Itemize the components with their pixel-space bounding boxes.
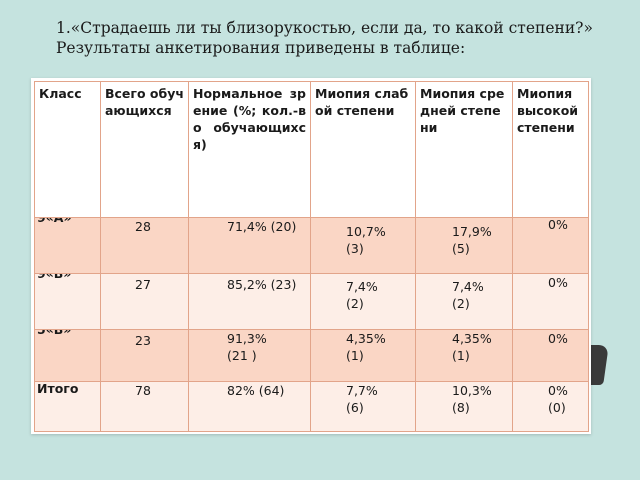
header-cell-class: Класс [34,81,101,218]
table-row: 5«В» 23 91,3% (21 ) 4,35% (1) 4,35% (1) … [34,329,589,382]
total-cell: 27 [100,273,189,330]
medium-cell: 7,4% (2) [415,273,513,330]
total-cell: 28 [100,217,189,274]
total-cell: 23 [100,329,189,382]
weak-cell: 10,7% (3) [310,217,416,274]
header-row: Класс Всего обучающихся Нормальное зрени… [34,81,589,218]
high-cell: 0% (0) [512,381,589,432]
table-row: Итого 78 82% (64) 7,7% (6) 10,3% (8) 0% … [34,381,589,432]
medium-cell: 4,35% (1) [415,329,513,382]
normal-cell: 82% (64) [188,381,311,432]
header-cell-high: Миопия высокой степени [512,81,589,218]
subtitle-text: Результаты анкетирования приведены в таб… [56,39,466,57]
row-label-cell: 5«В» [34,329,101,382]
weak-cell: 7,4% (2) [310,273,416,330]
normal-cell: 85,2% (23) [188,273,311,330]
weak-cell: 7,7% (6) [310,381,416,432]
normal-cell: 91,3% (21 ) [188,329,311,382]
total-cell: 78 [100,381,189,432]
row-label-cell: 9«А» [34,217,101,274]
header-cell-weak: Миопия слабой степени [310,81,416,218]
row-label-cell: Итого [34,381,101,432]
row-label-cell: 9«В» [34,273,101,330]
survey-results-table: Класс Всего обучающихся Нормальное зрени… [34,81,589,432]
table-row: 9«А» 28 71,4% (20) 10,7% (3) 17,9% (5) 0… [34,217,589,274]
high-cell: 0% [512,217,589,274]
high-cell: 0% [512,329,589,382]
normal-cell: 71,4% (20) [188,217,311,274]
slide-title: 1.«Страдаешь ли ты близорукостью, если д… [56,18,616,58]
high-cell: 0% [512,273,589,330]
header-cell-normal: Нормальное зрение (%; кол.-во обучающихс… [188,81,311,218]
weak-cell: 4,35% (1) [310,329,416,382]
medium-cell: 17,9% (5) [415,217,513,274]
header-cell-total: Всего обучающихся [100,81,189,218]
header-cell-medium: Миопия средней степени [415,81,513,218]
medium-cell: 10,3% (8) [415,381,513,432]
table-row: 9«В» 27 85,2% (23) 7,4% (2) 7,4% (2) 0% [34,273,589,330]
question-text: 1.«Страдаешь ли ты близорукостью, если д… [56,19,593,37]
